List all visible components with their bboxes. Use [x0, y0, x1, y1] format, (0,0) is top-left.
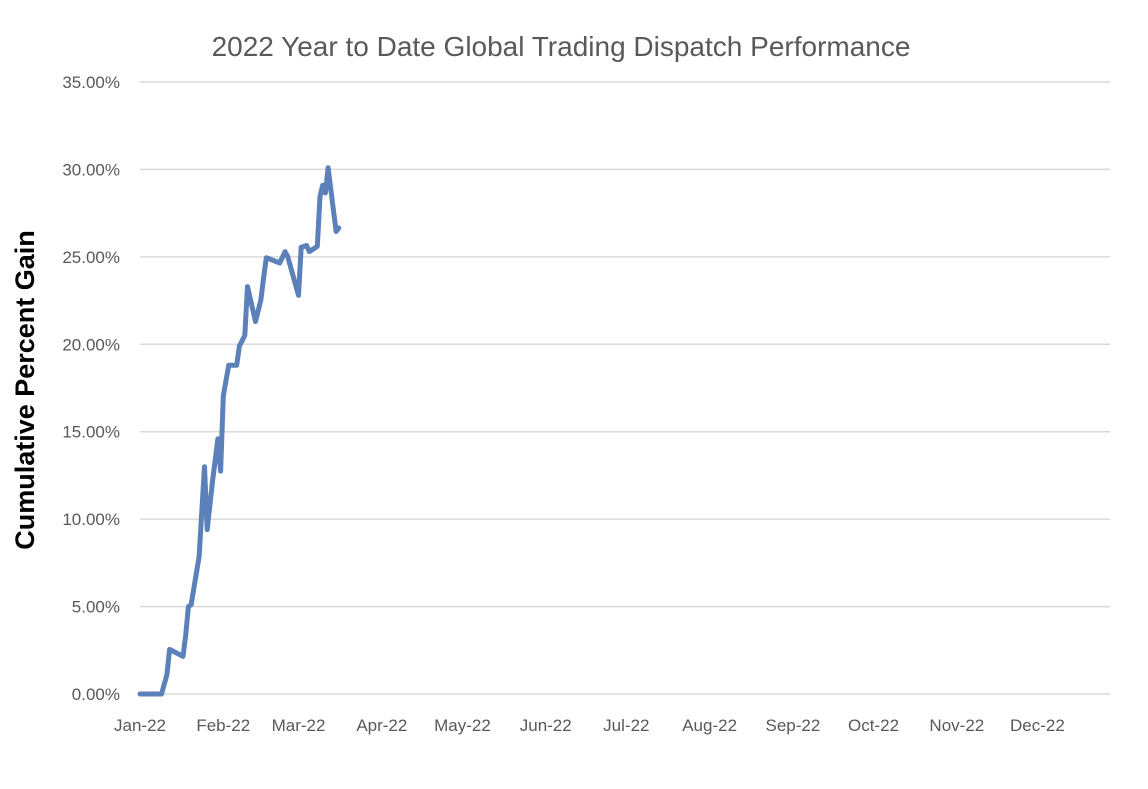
series-group	[140, 168, 339, 695]
x-tick-label: Sep-22	[766, 716, 821, 735]
y-tick-labels: 0.00% 5.00% 10.00% 15.00% 20.00% 25.00% 30.00%…	[62, 73, 120, 704]
x-tick-label: Nov-22	[929, 716, 984, 735]
y-tick-label: 10.00%	[62, 510, 120, 529]
y-tick-label: 20.00%	[62, 335, 120, 354]
x-tick-label: Jan-22	[114, 716, 166, 735]
y-tick-label: 5.00%	[72, 598, 120, 617]
chart-title: 2022 Year to Date Global Trading Dispatc…	[212, 31, 911, 62]
x-tick-labels: Jan-22 Feb-22 Mar-22 Apr-22 May-22 Jun-22 Jul-…	[114, 716, 1065, 735]
y-tick-label: 15.00%	[62, 423, 120, 442]
x-tick-label: Dec-22	[1010, 716, 1065, 735]
y-tick-label: 0.00%	[72, 685, 120, 704]
series-line	[140, 168, 339, 694]
gridlines	[140, 82, 1110, 694]
x-tick-label: Oct-22	[848, 716, 899, 735]
y-axis-label: Cumulative Percent Gain	[10, 230, 40, 550]
x-tick-label: Apr-22	[356, 716, 407, 735]
x-tick-label: Jun-22	[520, 716, 572, 735]
x-tick-label: Mar-22	[272, 716, 326, 735]
x-tick-label: Feb-22	[196, 716, 250, 735]
x-tick-label: Aug-22	[682, 716, 737, 735]
y-tick-label: 25.00%	[62, 248, 120, 267]
x-tick-label: May-22	[434, 716, 491, 735]
y-tick-label: 30.00%	[62, 160, 120, 179]
y-tick-label: 35.00%	[62, 73, 120, 92]
x-tick-label: Jul-22	[603, 716, 649, 735]
